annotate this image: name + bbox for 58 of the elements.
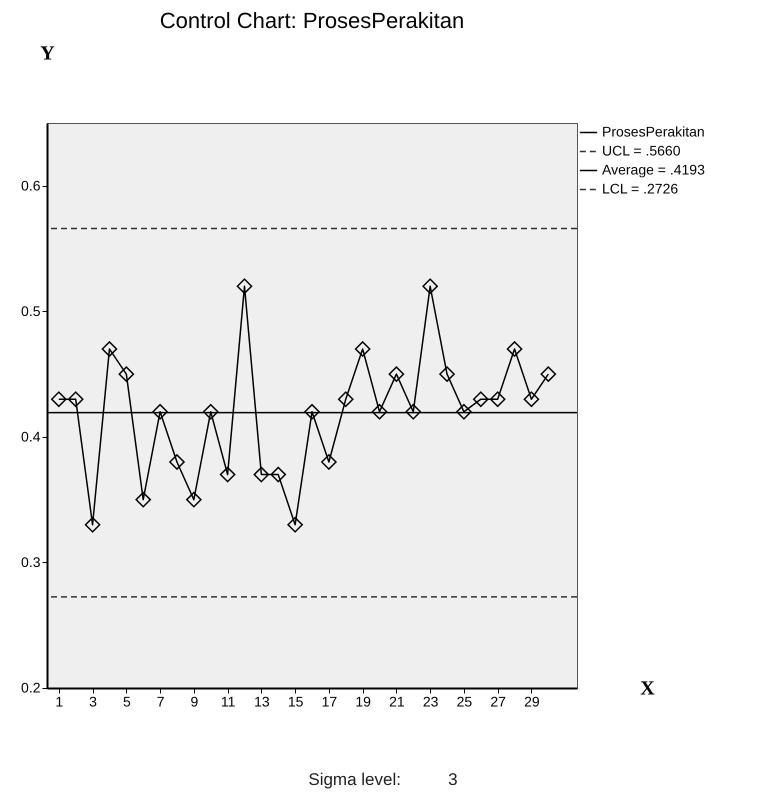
point (169, 454, 185, 470)
point (118, 366, 134, 382)
point (439, 366, 455, 382)
x-tick-label: 13 (254, 694, 270, 710)
point (524, 391, 540, 408)
point (202, 404, 219, 420)
point (456, 404, 472, 420)
y-tick-label: 0.2 (21, 680, 41, 696)
point (321, 454, 337, 470)
x-tick-label: 3 (89, 694, 98, 710)
point (68, 391, 84, 408)
point (490, 391, 506, 408)
point (372, 404, 388, 420)
x-tick-label: 5 (122, 694, 131, 710)
x-tick-label: 9 (190, 694, 198, 710)
x-tick-label: 29 (524, 694, 540, 710)
x-tick-label: 25 (456, 694, 472, 710)
x-tick-label: 23 (422, 694, 439, 710)
x-tick-label: 17 (322, 694, 338, 710)
point (84, 516, 100, 533)
x-tick-label: 27 (490, 694, 506, 710)
point (152, 404, 168, 420)
point (254, 466, 270, 482)
text: Sigma level: 3 (307, 770, 459, 790)
legend-label: Average = .4193 (602, 162, 706, 178)
y-tick-label: 0.3 (21, 554, 41, 570)
point (405, 404, 422, 420)
point (50, 391, 67, 408)
point (388, 366, 404, 382)
point (338, 391, 354, 408)
x-tick-label: 19 (355, 694, 372, 710)
point (506, 341, 522, 357)
x-tick-label: 7 (156, 694, 165, 710)
chart-title: Control Chart: ProsesPerakitan (160, 8, 464, 33)
legend-label: ProsesPerakitan (602, 124, 705, 140)
point (354, 341, 370, 357)
y-tick-label: 0.5 (21, 302, 41, 319)
x-tick-label: 15 (288, 694, 304, 710)
y-tick-label: 0.4 (21, 428, 41, 444)
x-axis-title: X (640, 678, 656, 700)
point (236, 278, 252, 294)
x-tick-label: 1 (55, 694, 64, 710)
point (186, 492, 202, 508)
point (472, 391, 489, 408)
point (102, 341, 118, 357)
legend-label: LCL = .2726 (602, 180, 678, 196)
x-tick-label: 21 (389, 694, 405, 710)
y-tick-label: 0.6 (21, 177, 41, 194)
x-tick-label: 11 (220, 694, 236, 710)
point (540, 366, 556, 382)
point (287, 516, 303, 533)
point (304, 404, 320, 420)
point (270, 466, 286, 482)
point (135, 492, 152, 508)
y-axis-title: Y (40, 42, 56, 64)
legend-label: UCL = .5660 (602, 142, 681, 158)
point (422, 278, 438, 294)
point (220, 466, 236, 482)
